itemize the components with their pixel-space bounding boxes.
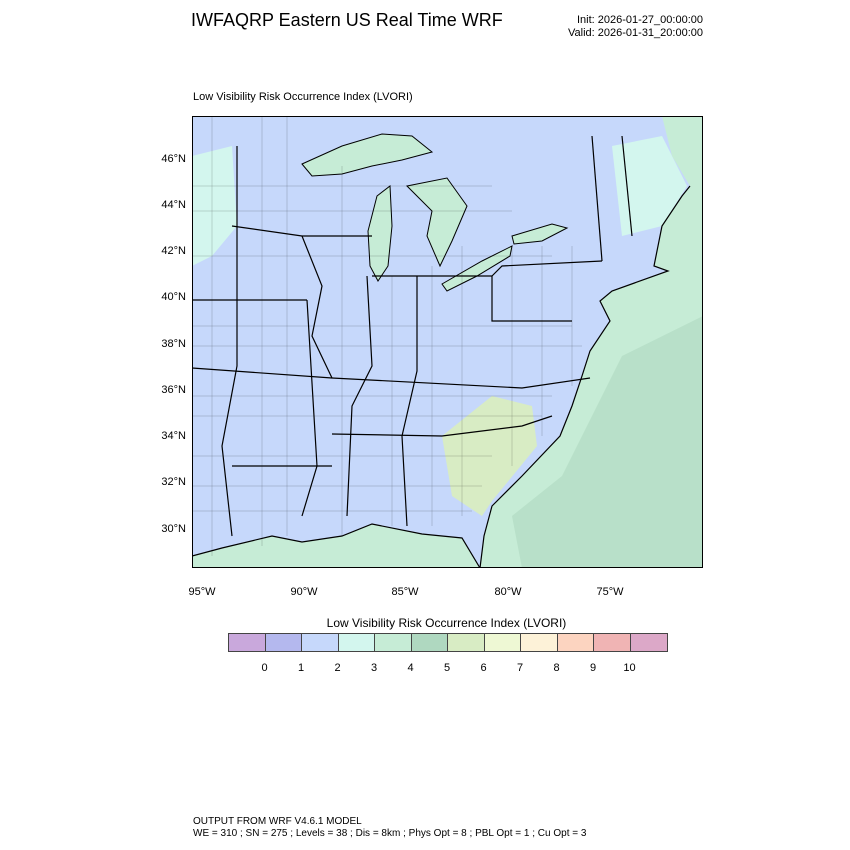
colorbar-label: 10: [623, 662, 636, 674]
colorbar-cell: [302, 634, 339, 651]
map-field-title: Low Visibility Risk Occurrence Index (LV…: [193, 91, 413, 103]
init-time: Init: 2026-01-27_00:00:00: [577, 14, 703, 26]
lat-label: 40°N: [161, 291, 186, 303]
colorbar-cell: [557, 634, 594, 651]
map-frame: [192, 116, 703, 568]
lat-label: 46°N: [161, 153, 186, 165]
lake-michigan: [367, 185, 393, 282]
colorbar-cell: [484, 634, 521, 651]
lon-label: 75°W: [596, 586, 624, 598]
lake-huron: [405, 177, 468, 268]
colorbar-label: 8: [553, 662, 560, 674]
colorbar-cell: [375, 634, 412, 651]
ocean-deep-patch: [512, 316, 703, 568]
colorbar-label: 9: [589, 662, 597, 674]
plot-title: IWFAQRP Eastern US Real Time WRF: [191, 10, 503, 30]
colorbar-title: Low Visibility Risk Occurrence Index (LV…: [326, 616, 567, 630]
colorbar-cell: [630, 634, 667, 651]
lat-label: 30°N: [161, 523, 186, 535]
colorbar: [228, 633, 668, 652]
colorbar-cell: [521, 634, 558, 651]
lat-label: 32°N: [161, 476, 186, 488]
colorbar-label: 2: [334, 662, 341, 674]
lat-label: 44°N: [161, 199, 186, 211]
valid-time: Valid: 2026-01-31_20:00:00: [568, 27, 703, 39]
lake-superior: [301, 133, 434, 177]
colorbar-cell: [448, 634, 485, 651]
colorbar-label: 0: [261, 662, 268, 674]
colorbar-cell: [229, 634, 266, 651]
county-texture: [192, 116, 582, 556]
lake-ontario: [511, 223, 569, 245]
colorbar-label: 5: [443, 662, 451, 674]
lon-label: 90°W: [290, 586, 318, 598]
atlantic-coastline: [479, 185, 691, 568]
lon-label: 85°W: [391, 586, 419, 598]
gulf-of-mexico: [192, 524, 480, 568]
colorbar-cell: [594, 634, 631, 651]
northeast-patch: [612, 136, 687, 236]
lon-label: 95°W: [188, 586, 216, 598]
lat-label: 34°N: [161, 430, 186, 442]
lat-label: 42°N: [161, 245, 186, 257]
colorbar-cell: [338, 634, 375, 651]
lat-label: 36°N: [161, 384, 186, 396]
lvori-map: [192, 116, 703, 568]
footer-config: WE = 310 ; SN = 275 ; Levels = 38 ; Dis …: [193, 828, 587, 839]
colorbar-label: 1: [297, 662, 305, 674]
footer-model: OUTPUT FROM WRF V4.6.1 MODEL: [193, 816, 362, 827]
lon-label: 80°W: [494, 586, 522, 598]
colorbar-label: 4: [407, 662, 414, 674]
colorbar-label: 6: [480, 662, 487, 674]
colorbar-cell: [265, 634, 302, 651]
colorbar-label: 3: [370, 662, 378, 674]
lat-label: 38°N: [161, 338, 186, 350]
colorbar-label: 7: [516, 662, 524, 674]
colorbar-cell: [411, 634, 448, 651]
northwest-patch: [192, 146, 237, 266]
